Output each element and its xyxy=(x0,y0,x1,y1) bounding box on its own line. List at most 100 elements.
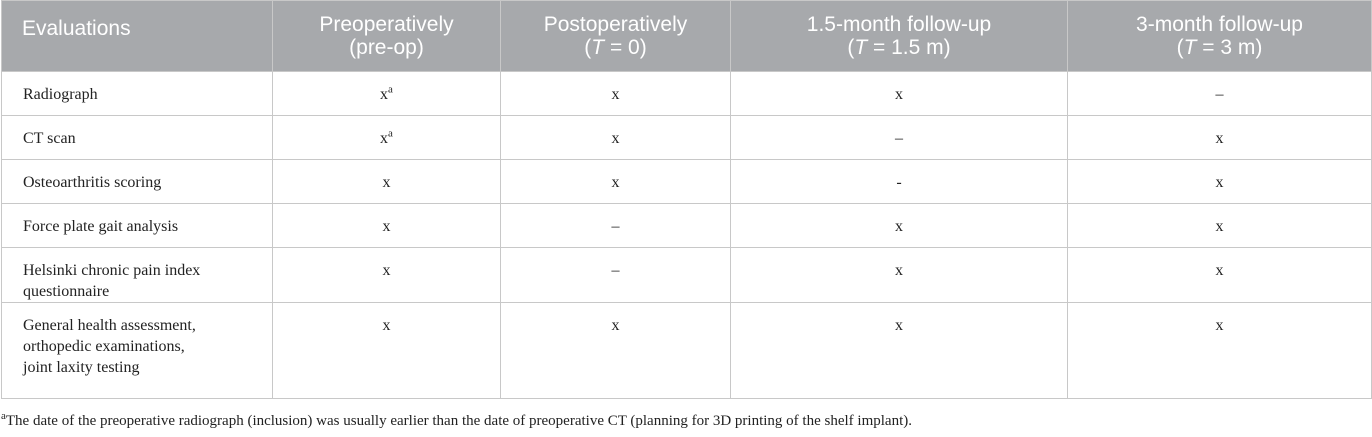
header-line: 3-month follow-up xyxy=(1068,13,1371,36)
table-cell: x xyxy=(272,247,501,303)
header-line: Evaluations xyxy=(22,17,272,40)
table-row: Osteoarthritis scoring x x - x xyxy=(1,159,1372,204)
table-cell: x xyxy=(1067,115,1372,160)
header-text: = 1.5 m) xyxy=(867,36,951,59)
header-text: T xyxy=(1183,36,1197,59)
table-cell: - xyxy=(730,159,1068,204)
header-line: (T = 1.5 m) xyxy=(731,36,1067,59)
cell-text: x xyxy=(1215,174,1224,191)
cell-text: x xyxy=(382,317,391,334)
table-body: Radiograph xa x x – CT scan xa x – x Osteoarthriti… xyxy=(1,71,1372,399)
label-line: Radiograph xyxy=(23,86,98,103)
table-row: Force plate gait analysis x – x x xyxy=(1,203,1372,248)
header-text: ( xyxy=(847,36,855,59)
header-cell: Postoperatively (T = 0) xyxy=(500,0,731,72)
cell-text: – xyxy=(895,130,903,147)
table-row: Helsinki chronic pain index questionnaire… xyxy=(1,247,1372,303)
label-line: Osteoarthritis scoring xyxy=(23,174,162,191)
row-label: Helsinki chronic pain index questionnaire xyxy=(1,247,273,303)
cell-text: x xyxy=(611,174,620,191)
footnote-mark: a xyxy=(1,410,6,422)
table-cell: xa xyxy=(272,115,501,160)
header-text: Preoperatively xyxy=(319,13,454,36)
label-line: Force plate gait analysis xyxy=(23,218,179,235)
header-text: Evaluations xyxy=(22,17,131,40)
label-line: questionnaire xyxy=(23,283,110,300)
cell-text: x xyxy=(382,262,391,279)
table-row: CT scan xa x – x xyxy=(1,115,1372,160)
table-cell: x xyxy=(1067,302,1372,399)
cell-text: x xyxy=(1215,262,1224,279)
cell-text: x xyxy=(380,130,389,147)
footnote: aThe date of the preoperative radiograph… xyxy=(1,410,912,430)
header-text: ( xyxy=(584,36,592,59)
cell-text: – xyxy=(611,218,620,235)
label-line: CT scan xyxy=(23,130,76,147)
header-line: (pre-op) xyxy=(273,36,500,59)
header-text: = 3 m) xyxy=(1196,36,1263,59)
cell-text: - xyxy=(896,174,902,191)
header-line: (T = 0) xyxy=(501,36,730,59)
table-cell: – xyxy=(730,115,1068,160)
label-line: orthopedic examinations, xyxy=(23,338,185,355)
header-text: (pre-op) xyxy=(349,36,424,59)
label-line: General health assessment, xyxy=(23,317,196,334)
table-cell: x xyxy=(500,115,731,160)
table-cell: x xyxy=(730,247,1068,303)
header-text: 1.5-month follow-up xyxy=(806,13,992,36)
row-label: General health assessment, orthopedic exa… xyxy=(1,302,273,399)
cell-text: x xyxy=(1215,317,1224,334)
table-cell: x xyxy=(500,302,731,399)
table-cell: x xyxy=(730,302,1068,399)
header-row: Evaluations Preoperatively (pre-op) Postope… xyxy=(1,0,1372,72)
table-cell: – xyxy=(500,203,731,248)
table-cell: x xyxy=(272,203,501,248)
cell-text: x xyxy=(895,262,903,279)
table-cell: x xyxy=(500,159,731,204)
row-label: Force plate gait analysis xyxy=(1,203,273,248)
table-cell: x xyxy=(272,159,501,204)
row-label: CT scan xyxy=(1,115,273,160)
cell-text: x xyxy=(380,86,389,103)
table-row: General health assessment, orthopedic exa… xyxy=(1,302,1372,399)
cell-note: a xyxy=(388,127,393,140)
table-cell: x xyxy=(500,71,731,116)
cell-note: a xyxy=(388,83,393,96)
footnote-text: The date of the preoperative radiograph … xyxy=(5,413,912,429)
header-cell: Preoperatively (pre-op) xyxy=(272,0,501,72)
label-line: joint laxity testing xyxy=(23,359,140,376)
header-text: T xyxy=(854,36,868,59)
cell-text: x xyxy=(895,317,903,334)
header-line: 1.5-month follow-up xyxy=(731,13,1067,36)
table-row: Radiograph xa x x – xyxy=(1,71,1372,116)
label-line: Helsinki chronic pain index xyxy=(23,262,201,279)
table-cell: x xyxy=(272,302,501,399)
header-line: Postoperatively xyxy=(501,13,730,36)
cell-text: x xyxy=(1215,218,1224,235)
row-label: Radiograph xyxy=(1,71,273,116)
header-text: T xyxy=(591,36,605,59)
header-cell: 3-month follow-up (T = 3 m) xyxy=(1067,0,1372,72)
header-line: (T = 3 m) xyxy=(1068,36,1371,59)
table-cell: – xyxy=(500,247,731,303)
cell-text: x xyxy=(895,218,903,235)
table-cell: x xyxy=(1067,203,1372,248)
header-text: Postoperatively xyxy=(543,13,688,36)
table-cell: xa xyxy=(272,71,501,116)
table-cell: x xyxy=(1067,247,1372,303)
header-text: ( xyxy=(1176,36,1184,59)
cell-text: x xyxy=(895,86,903,103)
header-cell: 1.5-month follow-up (T = 1.5 m) xyxy=(730,0,1068,72)
table-cell: x xyxy=(730,203,1068,248)
cell-text: x xyxy=(611,86,620,103)
table-cell: – xyxy=(1067,71,1372,116)
cell-text: x xyxy=(611,317,620,334)
cell-text: x xyxy=(611,130,620,147)
row-label: Osteoarthritis scoring xyxy=(1,159,273,204)
cell-text: – xyxy=(1215,86,1224,103)
cell-text: x xyxy=(1215,130,1224,147)
header-cell: Evaluations xyxy=(1,0,273,72)
table-cell: x xyxy=(730,71,1068,116)
table-cell: x xyxy=(1067,159,1372,204)
